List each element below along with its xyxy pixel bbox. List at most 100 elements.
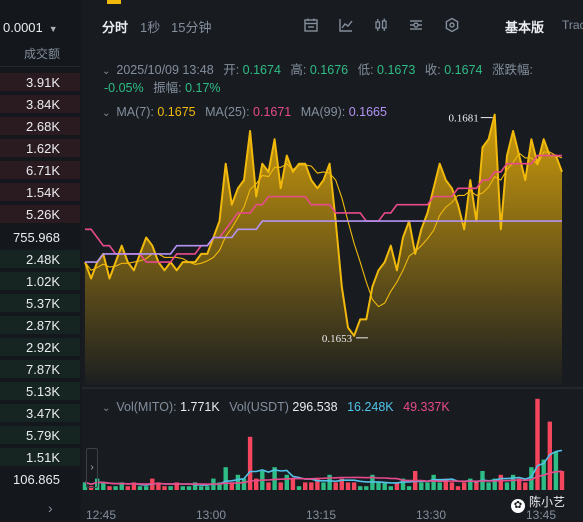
- ask-depth-bar: [0, 183, 80, 201]
- bid-volume: 2.48K: [26, 252, 60, 267]
- low-label: 低:: [357, 63, 374, 77]
- price-chart[interactable]: 0.1681 0.1653: [82, 50, 583, 390]
- indicator-icon[interactable]: [338, 17, 354, 33]
- calendar-icon[interactable]: [303, 17, 319, 33]
- chart-toolbar: 分时 1秒 15分钟: [82, 0, 583, 50]
- volume-bar: [437, 482, 442, 490]
- volume-bar: [498, 474, 503, 490]
- high-label: 高:: [290, 63, 307, 77]
- low-value: 0.1673: [377, 63, 416, 77]
- volume-bar: [455, 486, 461, 490]
- ask-volume: 2.68K: [26, 119, 60, 134]
- ask-row[interactable]: 2.68K: [0, 115, 80, 137]
- ask-depth-bar: [0, 117, 80, 135]
- volume-bar: [351, 482, 357, 490]
- x-tick-label: 13:00: [196, 508, 227, 522]
- ask-row[interactable]: 1.62K: [0, 137, 80, 159]
- volume-bar: [419, 482, 424, 490]
- volume-bar: [517, 478, 522, 490]
- volume-ma1-line: [84, 449, 563, 486]
- volume-bar: [223, 467, 228, 490]
- volume-bar: [358, 486, 363, 490]
- volume-bar: [192, 482, 198, 490]
- candle-icon[interactable]: [373, 17, 389, 33]
- bid-row[interactable]: 5.79K: [0, 424, 80, 446]
- x-tick-label: 12:45: [86, 508, 117, 522]
- ma7-value: 0.1675: [157, 105, 196, 119]
- bid-row[interactable]: 3.47K: [0, 402, 80, 424]
- precision-select[interactable]: 0.0001 ▼: [3, 20, 58, 35]
- volume-bar: [144, 486, 149, 490]
- bid-depth-bar: [0, 294, 80, 312]
- volume-bar: [339, 478, 344, 490]
- ohlc-legend: ⌄ 2025/10/09 13:48 开: 0.1674 高: 0.1676 低:…: [102, 59, 533, 78]
- volume-bar: [535, 398, 540, 490]
- collapse-chevron-icon[interactable]: ⌄: [102, 108, 111, 119]
- bid-row[interactable]: 1.51K: [0, 446, 80, 468]
- volume-bar: [431, 474, 436, 490]
- ma7-label: MA(7):: [116, 105, 154, 119]
- vol-value: 1.771K: [180, 400, 220, 414]
- bid-depth-bar: [0, 272, 80, 290]
- hexagon-icon[interactable]: [444, 17, 460, 33]
- volume-chart[interactable]: [82, 390, 583, 502]
- bid-row[interactable]: 7.87K: [0, 358, 80, 380]
- collapse-chevron-icon[interactable]: ⌄: [102, 66, 111, 77]
- basic-view-toggle[interactable]: 基本版: [505, 20, 545, 35]
- ask-volume: 6.71K: [26, 163, 60, 178]
- volume-bar: [303, 482, 308, 490]
- watermark-logo-icon: ✿: [511, 499, 525, 513]
- min-price-label: 0.1653: [322, 333, 353, 345]
- chart-panel: 分时 1秒 15分钟: [82, 0, 583, 522]
- volume-bar: [278, 482, 283, 490]
- ask-row[interactable]: 5.26K: [0, 203, 80, 225]
- ask-row[interactable]: 3.91K: [0, 71, 80, 93]
- open-label: 开:: [223, 63, 240, 77]
- interval-tab-timeline[interactable]: 分时: [102, 20, 129, 35]
- volume-bar: [296, 486, 302, 490]
- ma25-value: 0.1671: [253, 105, 292, 119]
- bid-row[interactable]: 5.37K: [0, 292, 80, 314]
- volume-ma2-line: [84, 470, 563, 486]
- volume-bar: [186, 486, 192, 490]
- bid-depth-bar: [0, 338, 80, 356]
- ask-row[interactable]: 3.84K: [0, 93, 80, 115]
- chevron-right-icon[interactable]: ›: [48, 500, 53, 516]
- mid-price: 755.968: [13, 230, 60, 245]
- bid-row[interactable]: 2.48K: [0, 248, 80, 270]
- volume-bar: [443, 478, 448, 490]
- ask-row[interactable]: 6.71K: [0, 159, 80, 181]
- x-tick-label: 13:15: [306, 508, 337, 522]
- interval-tab-1s[interactable]: 1秒: [140, 20, 161, 35]
- volume-bar: [504, 482, 510, 490]
- volume-bar: [107, 486, 112, 490]
- volume-bar: [180, 486, 185, 490]
- volume-bar: [82, 482, 88, 490]
- volume-bar: [406, 486, 412, 490]
- volume-bar: [217, 482, 222, 490]
- ask-depth-bar: [0, 95, 80, 113]
- ask-row[interactable]: 1.54K: [0, 181, 80, 203]
- interval-tab-15m[interactable]: 15分钟: [171, 20, 212, 35]
- amplitude-label: 振幅:: [153, 81, 182, 95]
- tradingview-toggle[interactable]: Trac: [562, 18, 583, 32]
- ask-volume: 1.54K: [26, 185, 60, 200]
- volume-column-header: 成交额: [23, 47, 60, 61]
- bid-row[interactable]: 1.02K: [0, 270, 80, 292]
- bid-row[interactable]: 2.92K: [0, 336, 80, 358]
- volume-bar: [400, 478, 406, 490]
- bid-row[interactable]: 2.87K: [0, 314, 80, 336]
- vol-usdt-label: Vol(USDT): [229, 400, 289, 414]
- scroll-arrow-icon[interactable]: ›: [86, 448, 98, 488]
- volume-bar: [449, 482, 455, 490]
- volume-bar: [101, 482, 106, 490]
- bid-row[interactable]: 5.13K: [0, 380, 80, 402]
- volume-bar: [364, 486, 369, 490]
- volume-bar: [229, 482, 234, 490]
- volume-bar: [113, 486, 118, 490]
- mid-price-row[interactable]: 755.968: [0, 226, 80, 248]
- settings-icon[interactable]: [408, 17, 424, 33]
- collapse-chevron-icon[interactable]: ⌄: [102, 403, 111, 414]
- bid-depth-bar: [0, 250, 80, 268]
- change-label: 涨跌幅:: [491, 63, 533, 77]
